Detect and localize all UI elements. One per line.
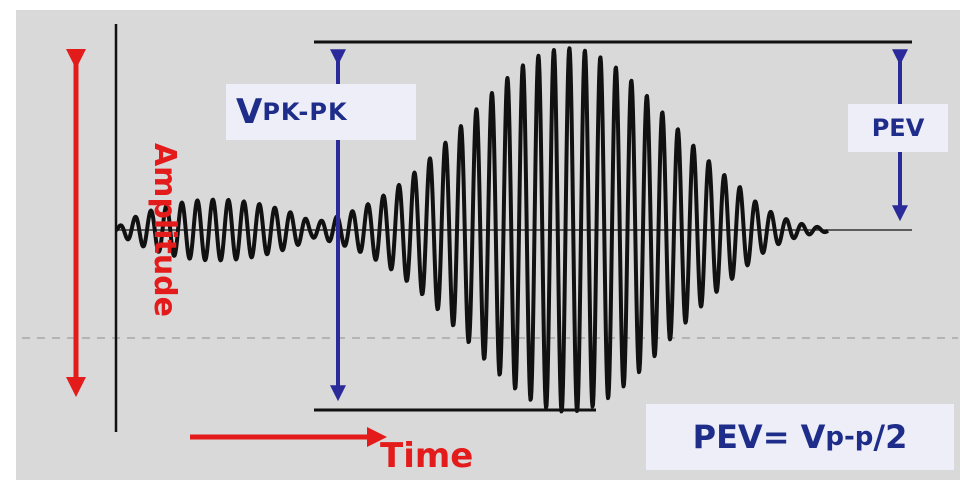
vpk-pk-label: V PK-PK <box>226 84 416 140</box>
pev-formula: PEV= V p-p /2 <box>646 404 954 470</box>
vpk-main-text: V <box>236 92 263 132</box>
pev-label: PEV <box>848 104 948 152</box>
formula-sub-text: p-p <box>825 422 874 452</box>
vpk-sub-text: PK-PK <box>262 98 348 126</box>
formula-main-text: PEV= V <box>692 418 826 456</box>
time-label: Time <box>380 436 474 476</box>
waveform-signal <box>114 46 830 414</box>
formula-tail-text: /2 <box>873 418 908 456</box>
amplitude-label: Amplitude <box>147 142 182 318</box>
